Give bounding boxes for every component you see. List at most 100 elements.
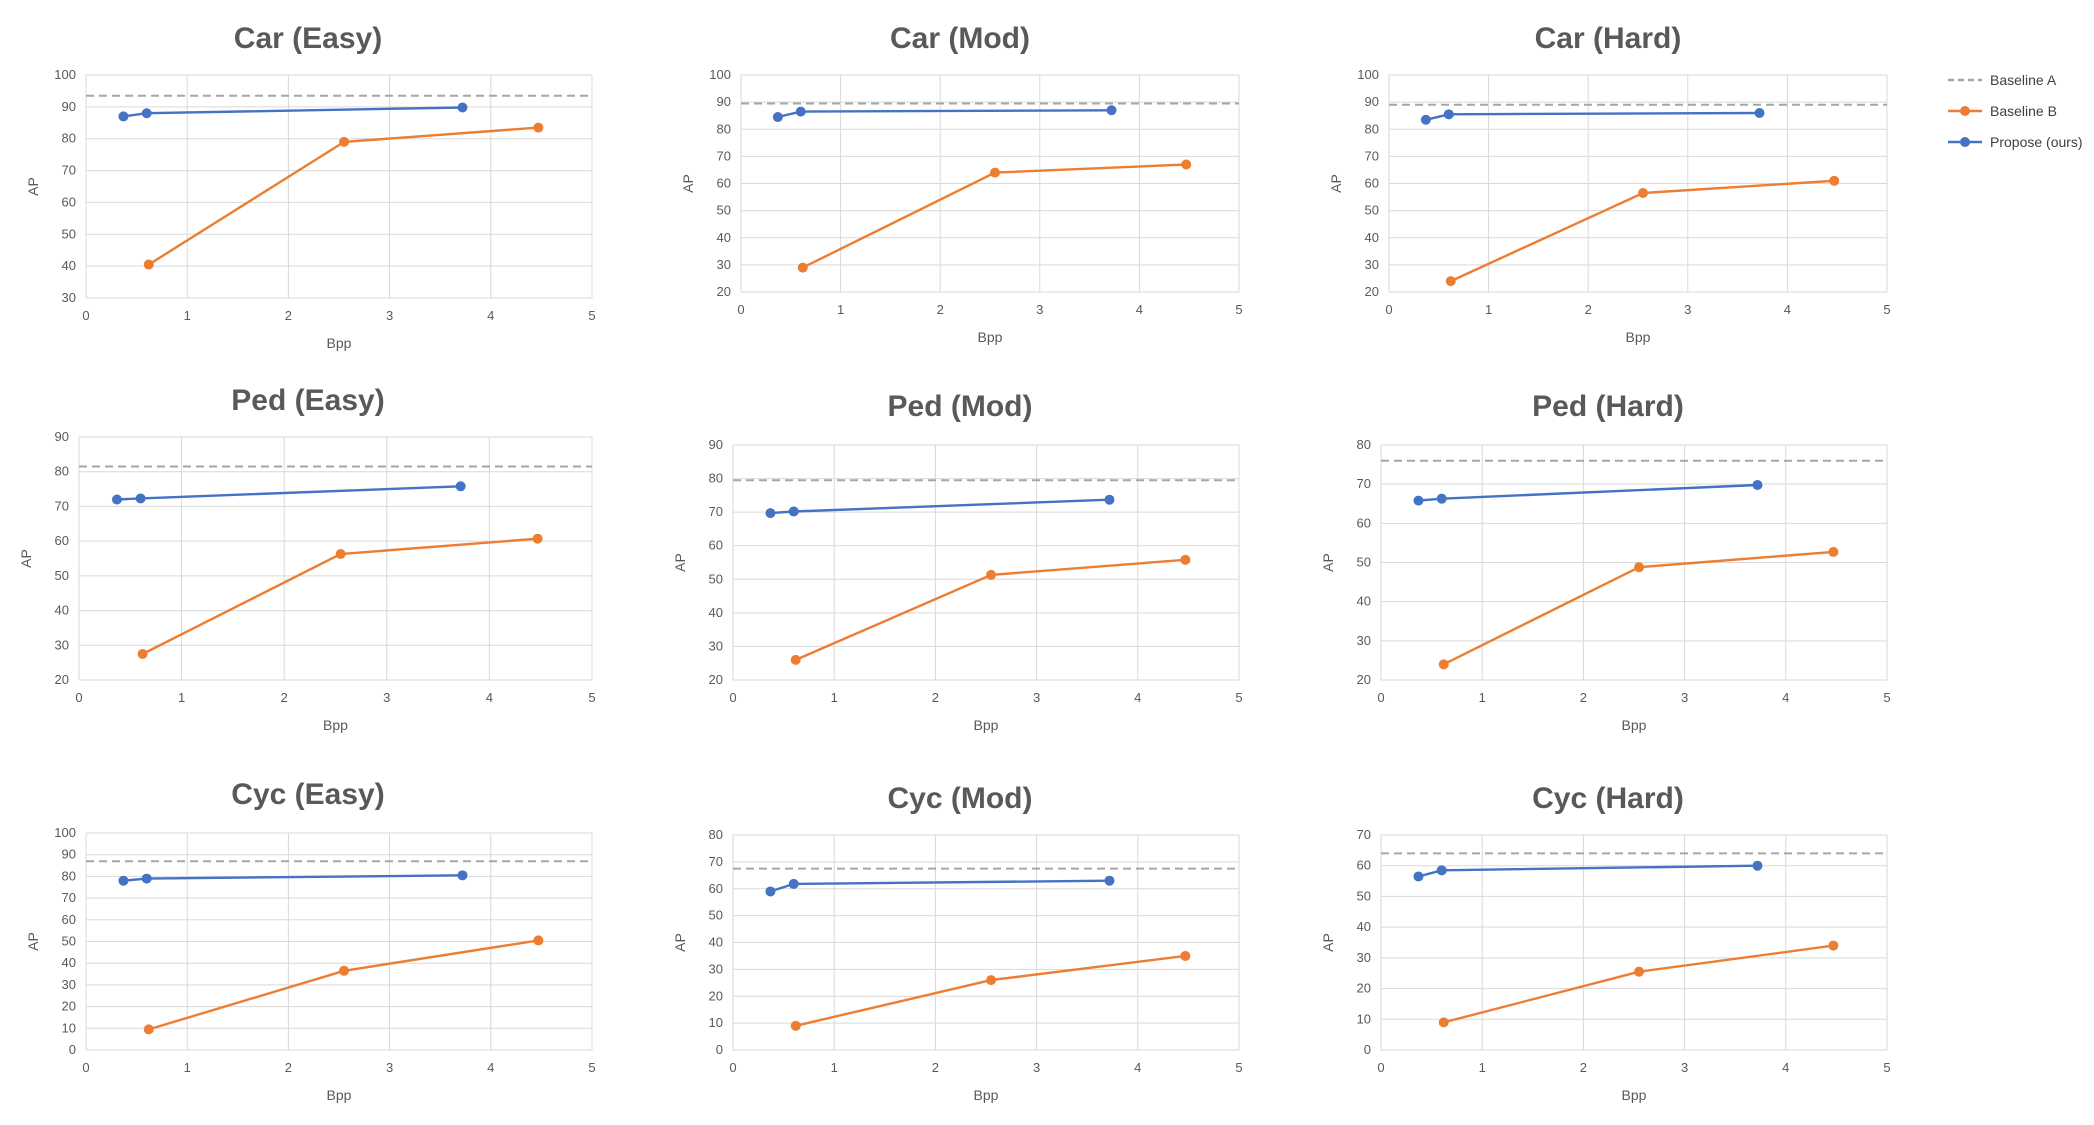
y-tick-label: 20 xyxy=(709,672,723,687)
y-tick-label: 30 xyxy=(709,638,723,653)
x-tick-label: 0 xyxy=(729,690,736,705)
y-tick-label: 70 xyxy=(1357,827,1371,842)
data-point xyxy=(765,886,776,897)
y-tick-label: 30 xyxy=(709,961,723,976)
data-point xyxy=(118,111,129,122)
y-tick-label: 40 xyxy=(717,230,731,245)
x-tick-label: 5 xyxy=(1883,302,1890,317)
chart-title: Car (Mod) xyxy=(890,22,1030,55)
x-tick-label: 4 xyxy=(1134,1060,1141,1075)
series-baseline-b xyxy=(1438,940,1839,1028)
data-point xyxy=(457,870,468,881)
y-tick-label: 70 xyxy=(717,148,731,163)
chart-ped-mod: Ped (Mod) 20 30 40 50 60 70 80 90 0 1 2 3 4 5 Bpp AP xyxy=(672,390,1243,733)
x-tick-label: 0 xyxy=(1377,1060,1384,1075)
x-tick-label: 2 xyxy=(932,1060,939,1075)
y-tick-label: 0 xyxy=(1364,1042,1371,1057)
x-tick-label: 5 xyxy=(1883,1060,1890,1075)
x-tick-label: 3 xyxy=(1033,690,1040,705)
y-tick-label: 20 xyxy=(717,284,731,299)
x-axis-label: Bpp xyxy=(1626,329,1651,345)
x-tick-label: 3 xyxy=(1681,1060,1688,1075)
legend-label: Propose (ours) xyxy=(1990,134,2083,150)
x-tick-label: 1 xyxy=(178,690,185,705)
y-tick-label: 10 xyxy=(709,1015,723,1030)
chart-title: Car (Hard) xyxy=(1535,22,1682,55)
data-point xyxy=(532,533,543,544)
y-axis-label: AP xyxy=(25,177,41,196)
series-baseline-b xyxy=(143,122,544,270)
y-tick-label: 50 xyxy=(62,226,76,241)
data-point xyxy=(1181,159,1192,170)
x-tick-label: 4 xyxy=(487,308,494,323)
y-tick-label: 50 xyxy=(62,934,76,949)
data-point xyxy=(790,654,801,665)
y-tick-label: 80 xyxy=(1357,437,1371,452)
chart-car-hard: Car (Hard) 20 30 40 50 60 70 80 90 100 0 1 2 3 4 5 Bpp AP xyxy=(1328,22,1891,345)
chart-title: Ped (Mod) xyxy=(888,390,1033,423)
y-tick-label: 50 xyxy=(55,568,69,583)
series-propose-ours xyxy=(1420,107,1765,125)
x-tick-label: 0 xyxy=(1385,302,1392,317)
x-tick-label: 0 xyxy=(75,690,82,705)
x-tick-label: 0 xyxy=(82,308,89,323)
data-point xyxy=(111,494,122,505)
y-tick-label: 80 xyxy=(709,471,723,486)
y-tick-label: 40 xyxy=(62,258,76,273)
data-point xyxy=(1445,276,1456,287)
series-baseline-b xyxy=(790,554,1191,665)
y-tick-label: 50 xyxy=(717,203,731,218)
x-tick-label: 5 xyxy=(1883,690,1890,705)
chart-cyc-easy: Cyc (Easy) 0 10 20 30 40 50 60 70 80 90 100 0 1 2 3 4 5 Bp… xyxy=(25,778,596,1103)
x-axis-label: Bpp xyxy=(978,329,1003,345)
chart-ped-hard: Ped (Hard) 20 30 40 50 60 70 80 0 1 2 3 4 5 Bpp AP xyxy=(1320,390,1891,733)
x-tick-label: 1 xyxy=(1479,1060,1486,1075)
y-tick-label: 60 xyxy=(62,912,76,927)
y-axis-label: AP xyxy=(1320,933,1336,952)
x-tick-label: 4 xyxy=(1782,690,1789,705)
chart-title: Cyc (Hard) xyxy=(1532,782,1684,815)
y-tick-label: 20 xyxy=(1357,981,1371,996)
legend: Baseline A Baseline B Propose (ours) xyxy=(1948,72,2083,150)
series-baseline-b xyxy=(143,935,544,1035)
data-point xyxy=(1828,546,1839,557)
y-axis-label: AP xyxy=(1328,174,1344,193)
x-tick-label: 2 xyxy=(1580,690,1587,705)
series-baseline-b xyxy=(797,159,1192,273)
chart-car-easy: Car (Easy) 30 40 50 60 70 80 90 100 0 1 2 3 4 5 Bpp AP xyxy=(25,22,596,351)
y-tick-label: 50 xyxy=(1365,203,1379,218)
x-tick-label: 5 xyxy=(588,690,595,705)
data-point xyxy=(339,136,350,147)
data-point xyxy=(143,1024,154,1035)
series-baseline-b xyxy=(1445,175,1840,287)
series-line xyxy=(1443,944,1834,1024)
y-tick-label: 30 xyxy=(1365,257,1379,272)
y-tick-label: 60 xyxy=(1357,515,1371,530)
data-point xyxy=(1829,175,1840,186)
chart-ped-easy: Ped (Easy) 20 30 40 50 60 70 80 90 0 1 2 3 4 5 Bpp AP xyxy=(18,384,596,733)
data-point xyxy=(141,873,152,884)
series-line xyxy=(148,126,539,266)
x-tick-label: 3 xyxy=(386,308,393,323)
y-tick-label: 30 xyxy=(62,977,76,992)
x-tick-label: 4 xyxy=(1782,1060,1789,1075)
data-point xyxy=(1436,493,1447,504)
y-tick-label: 60 xyxy=(709,881,723,896)
legend-item-baseline-a: Baseline A xyxy=(1948,72,2057,88)
x-tick-label: 0 xyxy=(1377,690,1384,705)
series-propose-ours xyxy=(118,102,468,122)
legend-marker xyxy=(1960,106,1970,116)
legend-label: Baseline B xyxy=(1990,103,2057,119)
y-tick-label: 90 xyxy=(717,94,731,109)
chart-cyc-hard: Cyc (Hard) 0 10 20 30 40 50 60 70 0 1 2 3 4 5 Bpp AP xyxy=(1320,782,1891,1103)
y-tick-label: 80 xyxy=(709,827,723,842)
series-line xyxy=(777,109,1112,119)
x-tick-label: 3 xyxy=(1684,302,1691,317)
series-line xyxy=(1418,864,1758,878)
y-tick-label: 40 xyxy=(62,955,76,970)
y-tick-label: 80 xyxy=(1365,121,1379,136)
data-point xyxy=(1754,107,1765,118)
y-tick-label: 80 xyxy=(717,121,731,136)
x-tick-label: 3 xyxy=(386,1060,393,1075)
data-point xyxy=(143,259,154,270)
